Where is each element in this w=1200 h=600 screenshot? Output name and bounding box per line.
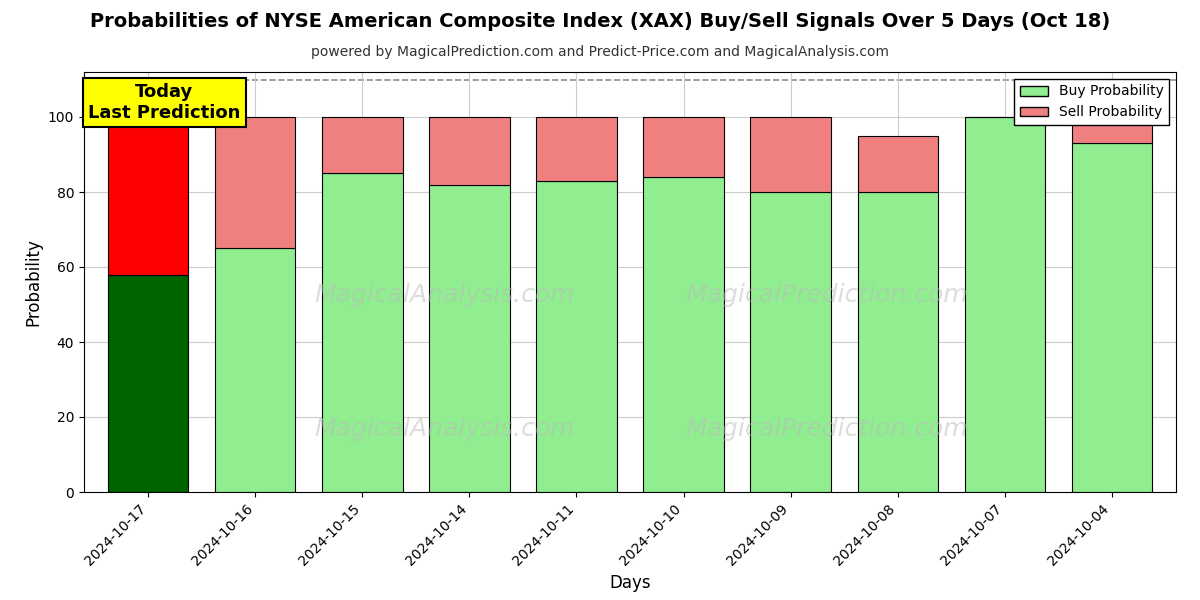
Bar [215,248,295,492]
Bar [323,173,402,492]
Text: MagicalAnalysis.com: MagicalAnalysis.com [314,283,575,307]
Bar [430,117,510,185]
Text: MagicalPrediction.com: MagicalPrediction.com [685,417,968,441]
Bar [858,136,937,192]
Bar [108,275,188,492]
Text: MagicalAnalysis.com: MagicalAnalysis.com [314,417,575,441]
Legend: Buy Probability, Sell Probability: Buy Probability, Sell Probability [1014,79,1169,125]
Bar [750,192,830,492]
X-axis label: Days: Days [610,574,650,592]
Bar [430,185,510,492]
Text: Today
Last Prediction: Today Last Prediction [88,83,240,122]
Text: Probabilities of NYSE American Composite Index (XAX) Buy/Sell Signals Over 5 Day: Probabilities of NYSE American Composite… [90,12,1110,31]
Bar [536,117,617,181]
Bar [858,192,937,492]
Bar [643,117,724,177]
Bar [1072,143,1152,492]
Bar [323,117,402,173]
Bar [108,117,188,275]
Bar [536,181,617,492]
Y-axis label: Probability: Probability [24,238,42,326]
Bar [1072,117,1152,143]
Text: powered by MagicalPrediction.com and Predict-Price.com and MagicalAnalysis.com: powered by MagicalPrediction.com and Pre… [311,45,889,59]
Text: MagicalPrediction.com: MagicalPrediction.com [685,283,968,307]
Bar [965,117,1045,492]
Bar [750,117,830,192]
Bar [643,177,724,492]
Bar [215,117,295,248]
